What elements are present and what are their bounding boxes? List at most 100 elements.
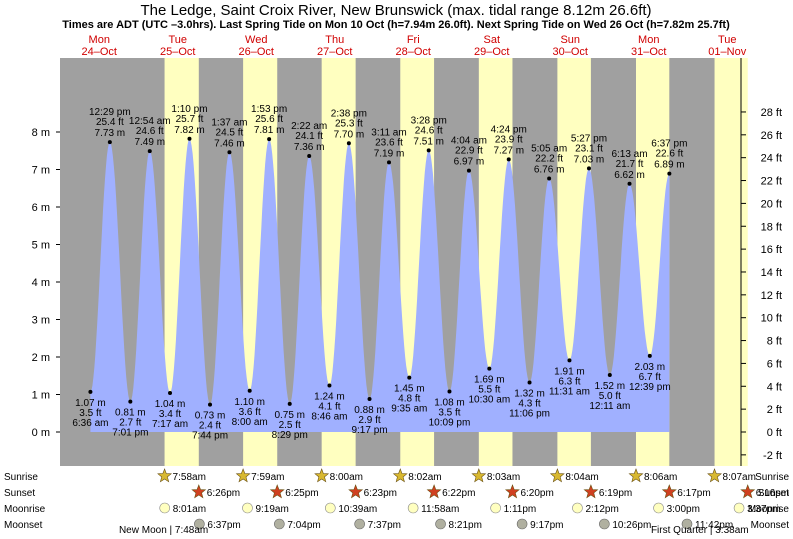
day-label-date: 29–Oct (474, 46, 509, 58)
day-label-dow: Tue (168, 34, 187, 46)
tide-label: 4.8 ft (398, 394, 420, 405)
moonrise-icon (490, 502, 501, 514)
tide-label: 1:10 pm (171, 104, 207, 115)
row-label-left: Moonrise (4, 504, 46, 515)
tide-point (527, 380, 532, 385)
day-label-date: 27–Oct (317, 46, 352, 58)
tide-label: 3.6 ft (239, 407, 261, 418)
tide-point (208, 402, 213, 407)
day-label-date: 26–Oct (239, 46, 274, 58)
row-label-right: Moonrise (748, 504, 790, 515)
tide-label: 1.32 m (514, 389, 545, 400)
tide-point (307, 154, 312, 158)
m-tick-label: 3 m (32, 315, 50, 327)
tide-label: 7.46 m (214, 138, 245, 149)
moonset-icon (274, 518, 285, 530)
sunrise-time: 8:00am (330, 472, 363, 483)
tide-label: 25.6 ft (255, 114, 283, 125)
row-label-right: Moonset (751, 520, 790, 531)
ft-tick-label: 2 ft (767, 404, 782, 416)
sunset-time: 6:19pm (599, 488, 632, 499)
tide-point (487, 366, 492, 371)
moonrise-time: 3:00pm (667, 504, 700, 515)
day-label-dow: Tue (718, 34, 737, 46)
tide-label: 0.81 m (115, 408, 146, 419)
tide-label: 5:27 pm (571, 133, 607, 144)
tide-point (607, 373, 612, 377)
sunrise-time: 8:03am (487, 472, 520, 483)
tide-label: 0.75 m (274, 410, 305, 421)
moonset-time: 10:26pm (612, 520, 651, 531)
tide-label: 6:36 am (72, 418, 108, 429)
tide-point (627, 181, 632, 186)
sunrise-time: 7:58am (173, 472, 206, 483)
tide-label: 9:17 pm (351, 425, 387, 436)
sunset-icon (661, 484, 677, 499)
tide-label: 24.1 ft (295, 131, 323, 142)
tide-label: 2.5 ft (279, 420, 301, 431)
tide-point (506, 157, 511, 162)
moonrise-time: 8:01am (173, 504, 206, 515)
row-label-right: Sunrise (755, 472, 789, 483)
day-label-dow: Thu (325, 34, 344, 46)
ft-tick-label: -2 ft (763, 450, 782, 462)
tide-label: 23.6 ft (375, 137, 403, 148)
tide-point (407, 375, 412, 380)
tide-label: 10:09 pm (429, 418, 471, 429)
sunset-icon (348, 484, 364, 499)
ft-tick-label: 4 ft (767, 381, 782, 393)
tide-label: 7.36 m (294, 142, 325, 153)
m-tick-label: 2 m (32, 352, 50, 364)
tide-label: 2.7 ft (119, 418, 141, 429)
tide-label: 3.5 ft (79, 408, 101, 419)
tide-label: 2.9 ft (358, 415, 380, 426)
daylight-band (714, 58, 748, 466)
ft-tick-label: 10 ft (761, 313, 782, 325)
moonrise-time: 1:11pm (504, 504, 537, 515)
tide-label: 25.7 ft (176, 114, 204, 125)
sunrise-icon (157, 468, 173, 483)
sunrise-time: 8:06am (644, 472, 677, 483)
tide-label: 2.03 m (635, 362, 666, 373)
tide-label: 6.3 ft (558, 376, 580, 387)
tide-label: 6.62 m (614, 170, 645, 181)
tide-point (147, 149, 152, 154)
moonrise-icon (407, 502, 419, 514)
tide-point (128, 399, 133, 404)
day-label-date: 28–Oct (396, 46, 431, 58)
moon-phase-note: First Quarter | 3:38am (651, 525, 749, 536)
tide-label: 6.97 m (454, 157, 485, 168)
ft-tick-label: 18 ft (761, 221, 782, 233)
ft-tick-label: 8 ft (767, 336, 782, 348)
tide-label: 6.76 m (534, 165, 565, 176)
ft-tick-label: 12 ft (761, 290, 782, 302)
tide-point (466, 168, 471, 173)
tide-label: 22.9 ft (455, 146, 483, 157)
moonset-icon (435, 518, 446, 530)
moonrise-time: 2:12pm (585, 504, 618, 515)
row-label-left: Sunset (4, 488, 35, 499)
tide-label: 1.07 m (75, 398, 106, 409)
sunset-icon (269, 484, 285, 499)
tide-label: 8:46 am (311, 412, 347, 423)
moon-phase-note: New Moon | 7:48am (119, 525, 208, 536)
tide-label: 7.51 m (413, 136, 444, 147)
moonset-time: 8:21pm (449, 520, 482, 531)
tide-label: 1:37 am (211, 117, 247, 128)
moonset-time: 7:04pm (287, 520, 320, 531)
tide-label: 7.27 m (493, 145, 524, 156)
tide-label: 1:53 pm (251, 104, 287, 115)
m-tick-label: 7 m (32, 165, 50, 177)
tide-point (247, 388, 252, 393)
tide-label: 7.73 m (95, 128, 126, 139)
tide-label: 22.6 ft (655, 149, 683, 160)
tide-label: 7.82 m (174, 125, 205, 136)
tide-point (287, 401, 292, 406)
m-tick-label: 5 m (32, 240, 50, 252)
moonset-time: 11:42pm (695, 520, 733, 531)
tide-label: 12:11 am (589, 401, 630, 412)
chart-subtitle: Times are ADT (UTC –3.0hrs). Last Spring… (62, 19, 730, 31)
moonset-time: 6:37pm (207, 520, 240, 531)
tide-point (586, 166, 591, 171)
